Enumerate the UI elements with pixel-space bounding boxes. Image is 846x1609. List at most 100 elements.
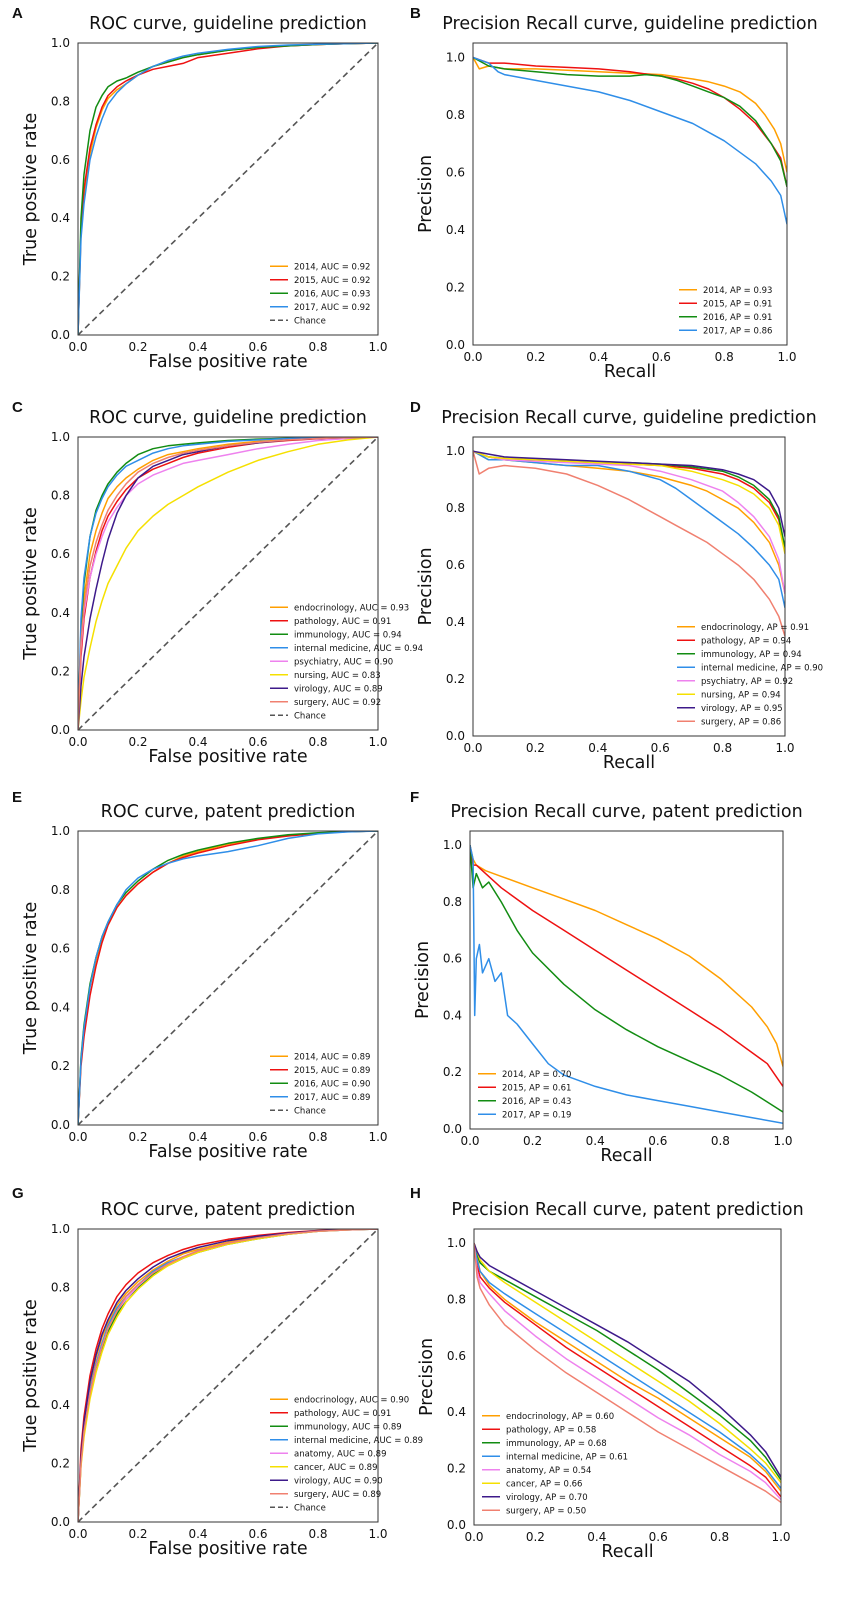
chart-b-y-tick-label: 0.0: [446, 338, 465, 352]
chart-h-legend: endocrinology, AP = 0.60 pathology, AP = …: [482, 1412, 628, 1516]
chart-b-y-tick-label: 0.6: [446, 165, 465, 179]
chart-d-panel-letter: D: [410, 399, 421, 416]
chart-c-y-tick-label: 0.0: [51, 723, 70, 737]
chart-d-y-tick-label: 0.4: [446, 615, 465, 629]
chart-h-legend-label: anatomy, AP = 0.54: [506, 1466, 591, 1476]
chart-b-y-tick-label: 1.0: [446, 50, 465, 64]
chart-a-x-tick-label: 0.0: [68, 340, 87, 354]
chart-f-panel-letter: F: [410, 789, 419, 806]
chart-g-legend-label: immunology, AUC = 0.89: [294, 1422, 402, 1432]
chart-h-legend-label: endocrinology, AP = 0.60: [506, 1412, 614, 1422]
chart-a-legend-label: 2015, AUC = 0.92: [294, 276, 370, 286]
chart-f-series-line-0: [470, 845, 783, 1067]
chart-a-y-tick-label: 0.2: [51, 270, 70, 284]
chart-h-y-tick-label: 0.4: [447, 1405, 466, 1419]
chart-e-y-tick-label: 0.8: [51, 883, 70, 897]
chart-e-x-tick-label: 1.0: [368, 1130, 387, 1144]
chart-g-legend-label: virology, AUC = 0.90: [294, 1476, 383, 1486]
chart-e-title: ROC curve, patent prediction: [101, 802, 356, 822]
chart-d-x-tick-label: 0.8: [713, 741, 732, 755]
chart-f-y-tick-label: 0.0: [443, 1122, 462, 1136]
chart-d-y-tick-label: 0.8: [446, 501, 465, 515]
chart-h-legend-label: cancer, AP = 0.66: [506, 1479, 582, 1489]
chart-f-frame: [469, 830, 784, 1130]
chart-f-x-tick-label: 0.0: [460, 1134, 479, 1148]
chart-g-y-tick-label: 0.6: [51, 1339, 70, 1353]
chart-c-y-tick-label: 0.2: [51, 664, 70, 678]
chart-g-legend-label: endocrinology, AUC = 0.90: [294, 1395, 409, 1405]
chart-a-legend-label: 2017, AUC = 0.92: [294, 303, 370, 313]
chart-c-series-line-4: [78, 437, 378, 730]
chart-e-legend-label: 2015, AUC = 0.89: [294, 1066, 370, 1076]
chart-c-x-tick-label: 0.4: [188, 735, 207, 749]
chart-c-x-tick-label: 1.0: [368, 735, 387, 749]
chart-b-x-tick-label: 0.2: [526, 350, 545, 364]
chart-a-title: ROC curve, guideline prediction: [89, 14, 367, 34]
chart-a-series-line-3: [78, 43, 378, 335]
chart-d-y-tick-label: 0.2: [446, 672, 465, 686]
chart-h-x-tick-label: 1.0: [771, 1530, 790, 1544]
chart-d-y-tick-label: 1.0: [446, 444, 465, 458]
chart-a-x-tick-label: 0.2: [128, 340, 147, 354]
chart-a-x-tick-label: 0.8: [308, 340, 327, 354]
chart-e-x-tick-label: 0.4: [188, 1130, 207, 1144]
chart-c-legend-label: nursing, AUC = 0.83: [294, 671, 381, 681]
chart-b-legend-label: 2017, AP = 0.86: [703, 326, 772, 336]
chart-g-series-group: [78, 1229, 378, 1522]
chart-d-x-tick-label: 0.0: [463, 741, 482, 755]
chart-e-legend-label: 2017, AUC = 0.89: [294, 1093, 370, 1103]
chart-d-series-line-7: [473, 451, 785, 637]
chart-c-x-tick-label: 0.2: [128, 735, 147, 749]
chart-d-series-line-6: [473, 450, 785, 537]
chart-d-x-axis-label: Recall: [603, 753, 655, 773]
chart-a-x-tick-label: 0.6: [248, 340, 267, 354]
chart-a-x-tick-label: 1.0: [368, 340, 387, 354]
chart-c-legend: endocrinology, AUC = 0.93 pathology, AUC …: [270, 603, 423, 721]
chart-f-legend-label: 2014, AP = 0.70: [502, 1070, 571, 1080]
chart-d-series-line-4: [473, 450, 785, 594]
chart-e-series-line-1: [78, 831, 378, 1125]
chart-b-x-tick-label: 1.0: [777, 350, 796, 364]
chart-g-x-tick-label: 0.8: [308, 1527, 327, 1541]
chart-e-x-tick-label: 0.6: [248, 1130, 267, 1144]
chart-c-panel-letter: C: [12, 399, 23, 416]
chart-b-x-tick-label: 0.4: [589, 350, 608, 364]
chart-c-x-tick-label: 0.8: [308, 735, 327, 749]
chart-g-title: ROC curve, patent prediction: [101, 1200, 356, 1220]
chart-h-series-group: [474, 1242, 781, 1504]
chart-e-series-group: [78, 831, 378, 1125]
chart-e-y-axis-label: True positive rate: [21, 902, 41, 1055]
chart-g-series-line-7: [78, 1229, 378, 1522]
chart-h-x-axis-label: Recall: [601, 1542, 653, 1562]
chart-b-series-group: [473, 56, 787, 225]
chart-c-frame: [77, 436, 379, 731]
chart-d-legend-label: endocrinology, AP = 0.91: [701, 623, 809, 633]
chart-e: E ROC curve, patent prediction 0.0 0.2 0.4 0.…: [12, 789, 388, 1162]
chart-g-x-tick-label: 0.0: [68, 1527, 87, 1541]
chart-d-legend-label: pathology, AP = 0.94: [701, 636, 791, 646]
chart-g-x-tick-label: 1.0: [368, 1527, 387, 1541]
chart-g-x-tick-label: 0.6: [248, 1527, 267, 1541]
chart-f-legend-label: 2015, AP = 0.61: [502, 1083, 571, 1093]
chart-b: B Precision Recall curve, guideline predi…: [410, 5, 818, 382]
chart-b-y-tick-label: 0.2: [446, 280, 465, 294]
chart-d-legend-label: virology, AP = 0.95: [701, 704, 783, 714]
chart-h-frame: [473, 1228, 782, 1526]
chart-h-x-tick-label: 0.2: [526, 1530, 545, 1544]
chart-a-legend-label: 2016, AUC = 0.93: [294, 289, 370, 299]
chart-g-y-tick-label: 0.4: [51, 1398, 70, 1412]
chart-g-legend-label: surgery, AUC = 0.89: [294, 1490, 381, 1500]
chart-c-legend-label: pathology, AUC = 0.91: [294, 617, 391, 627]
chart-e-y-tick-label: 0.2: [51, 1059, 70, 1073]
chart-c-legend-label: internal medicine, AUC = 0.94: [294, 644, 423, 654]
chart-b-legend-label: 2015, AP = 0.91: [703, 299, 772, 309]
chart-f-series-line-3: [470, 845, 783, 1125]
chart-f-series-group: [470, 845, 783, 1125]
chart-c-legend-label: endocrinology, AUC = 0.93: [294, 603, 409, 613]
chart-f: F Precision Recall curve, patent predicti…: [410, 789, 803, 1166]
chart-h-x-tick-label: 0.8: [710, 1530, 729, 1544]
chart-c: C ROC curve, guideline prediction 0.0 0.2 0.…: [12, 399, 423, 767]
chart-h-series-line-6: [474, 1242, 781, 1478]
chart-f-x-tick-label: 0.4: [586, 1134, 605, 1148]
chart-b-frame: [472, 42, 788, 346]
